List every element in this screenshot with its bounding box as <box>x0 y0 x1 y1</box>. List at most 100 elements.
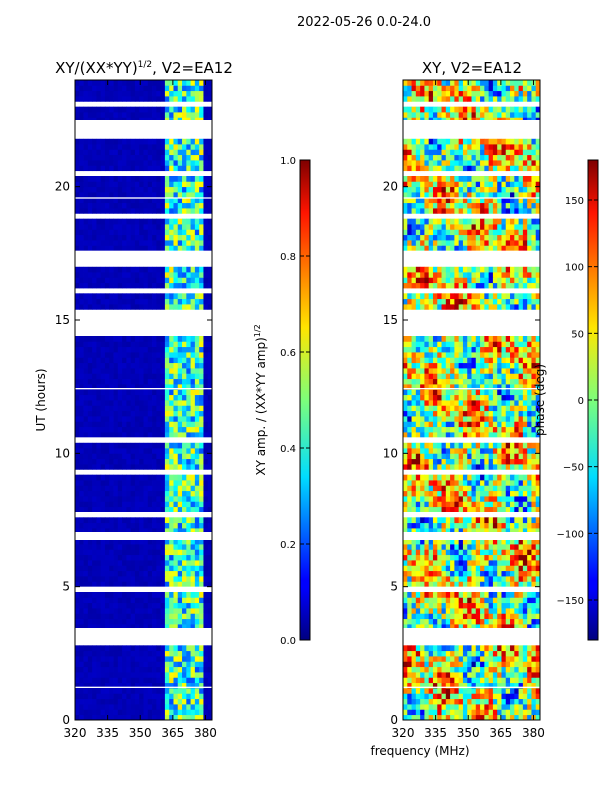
heatmap-cell <box>139 341 144 348</box>
heatmap-cell <box>415 410 421 417</box>
heatmap-cell <box>173 618 179 625</box>
heatmap-cell <box>177 442 183 449</box>
heatmap-cell <box>130 208 136 214</box>
heatmap-cell <box>100 426 106 433</box>
heatmap-cell <box>182 426 187 433</box>
heatmap-cell <box>441 666 447 673</box>
heatmap-cell <box>156 677 162 684</box>
heatmap-cell <box>535 682 540 689</box>
heatmap-cell <box>514 704 519 710</box>
heatmap-cell <box>420 405 425 412</box>
heatmap-cell <box>194 138 200 145</box>
heatmap-cell <box>190 565 196 572</box>
heatmap-cell <box>510 480 515 486</box>
heatmap-cell <box>505 485 511 492</box>
heatmap-cell <box>96 197 102 204</box>
heatmap-cell <box>164 618 170 625</box>
heatmap-cell <box>203 544 209 550</box>
flagged-gap <box>75 214 212 218</box>
heatmap-cell <box>428 384 434 390</box>
heatmap-cell <box>130 202 136 209</box>
heatmap-cell <box>122 544 127 550</box>
heatmap-cell <box>186 656 191 662</box>
heatmap-cell <box>109 421 114 428</box>
heatmap-cell <box>492 560 498 566</box>
heatmap-cell <box>424 656 430 662</box>
heatmap-cell <box>156 405 162 412</box>
heatmap-cell <box>403 464 408 470</box>
heatmap-cell <box>182 229 187 236</box>
heatmap-cell <box>87 277 93 284</box>
heatmap-cell <box>92 554 97 561</box>
heatmap-cell <box>79 224 84 230</box>
heatmap-cell <box>467 389 472 396</box>
heatmap-cell <box>152 624 157 630</box>
heatmap-cell <box>190 458 196 465</box>
heatmap-cell <box>441 496 447 502</box>
heatmap-cell <box>475 400 481 406</box>
heatmap-cell <box>199 352 204 358</box>
heatmap-cell <box>169 549 174 556</box>
heatmap-cell <box>134 698 140 705</box>
heatmap-cell <box>160 240 166 246</box>
heatmap-cell <box>527 602 532 609</box>
heatmap-cell <box>535 597 540 604</box>
heatmap-cell <box>203 560 209 566</box>
heatmap-cell <box>147 624 153 630</box>
heatmap-cell <box>96 357 102 364</box>
heatmap-cell <box>126 554 132 561</box>
heatmap-cell <box>194 266 200 273</box>
heatmap-cell <box>164 389 170 396</box>
heatmap-cell <box>522 474 528 481</box>
heatmap-cell <box>488 597 494 604</box>
heatmap-cell <box>454 426 460 433</box>
heatmap-cell <box>186 234 191 241</box>
x-tick-label: 380 <box>194 726 217 740</box>
heatmap-cell <box>462 405 468 412</box>
heatmap-cell <box>522 394 528 401</box>
heatmap-cell <box>186 714 191 720</box>
heatmap-cell <box>182 352 187 358</box>
heatmap-cell <box>437 645 442 652</box>
heatmap-cell <box>87 704 93 710</box>
heatmap-cell <box>527 677 532 684</box>
heatmap-cell <box>484 714 490 720</box>
heatmap-cell <box>484 650 490 657</box>
heatmap-cell <box>173 650 179 657</box>
heatmap-cell <box>458 501 464 508</box>
heatmap-cell <box>126 538 132 545</box>
heatmap-cell <box>87 442 93 449</box>
heatmap-cell <box>130 304 136 310</box>
heatmap-cell <box>497 618 502 625</box>
heatmap-cell <box>122 453 127 460</box>
heatmap-cell <box>194 106 200 113</box>
heatmap-cell <box>407 405 412 412</box>
heatmap-cell <box>207 682 212 689</box>
heatmap-cell <box>113 485 119 492</box>
heatmap-cell <box>424 608 430 614</box>
heatmap-cell <box>535 709 540 716</box>
heatmap-cell <box>437 672 442 678</box>
heatmap-cell <box>75 656 80 662</box>
heatmap-cell <box>134 506 140 513</box>
heatmap-cell <box>203 474 209 481</box>
heatmap-cell <box>480 400 485 406</box>
heatmap-cell <box>113 362 119 369</box>
heatmap-cell <box>458 549 464 556</box>
heatmap-cell <box>428 576 434 582</box>
heatmap-cell <box>522 538 528 545</box>
heatmap-cell <box>109 522 114 529</box>
heatmap-cell <box>522 378 528 385</box>
heatmap-cell <box>134 565 140 572</box>
heatmap-cell <box>152 112 157 118</box>
heatmap-cell <box>531 522 537 529</box>
heatmap-cell <box>488 544 494 550</box>
heatmap-cell <box>411 421 417 428</box>
heatmap-cell <box>147 186 153 193</box>
heatmap-cell <box>420 704 425 710</box>
heatmap-cell <box>420 528 425 534</box>
heatmap-cell <box>104 496 110 502</box>
heatmap-cell <box>514 448 519 454</box>
heatmap-cell <box>156 181 162 188</box>
heatmap-cell <box>79 517 84 524</box>
